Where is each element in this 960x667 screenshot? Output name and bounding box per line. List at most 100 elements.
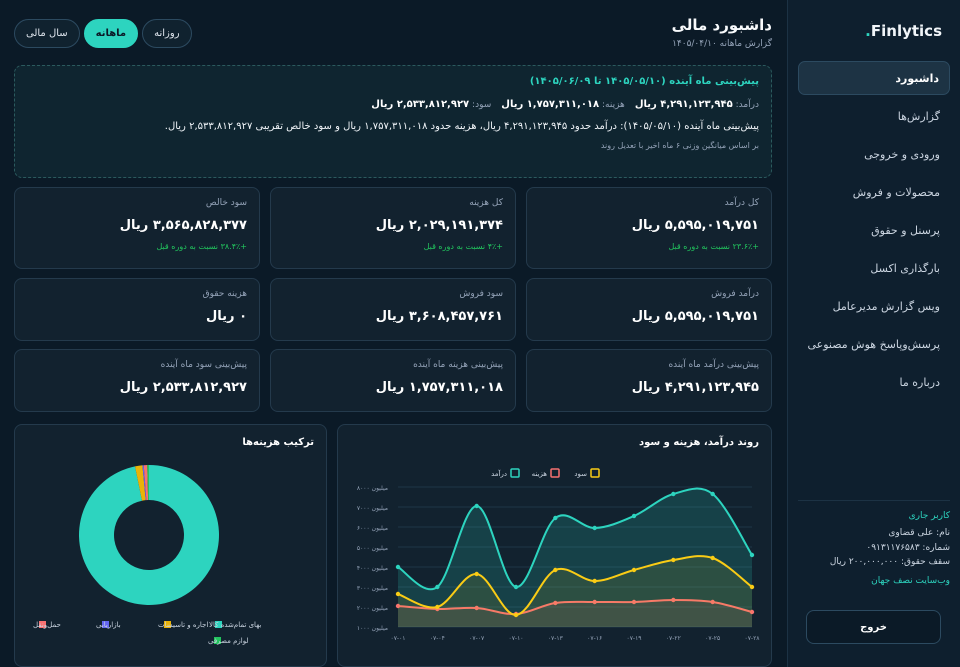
kpi-label: سود فروش: [459, 289, 503, 299]
data-point-income[interactable]: [513, 584, 519, 590]
data-point-profit[interactable]: [749, 584, 755, 590]
data-point-profit[interactable]: [671, 557, 676, 563]
legend-label-shipping[interactable]: حمل‌ونقل: [33, 621, 61, 629]
series-line-income: [397, 487, 753, 591]
kpi-label: کل هزینه: [469, 198, 503, 208]
data-point-income[interactable]: [592, 525, 597, 531]
data-point-income[interactable]: [671, 491, 676, 497]
legend-label-marketing[interactable]: بازاریابی: [96, 621, 121, 629]
legend-label-cost[interactable]: هزینه: [532, 470, 548, 478]
data-point-cost[interactable]: [553, 600, 558, 606]
data-point-profit[interactable]: [710, 555, 715, 561]
sidebar-item-io[interactable]: ورودی و خروجی: [864, 147, 940, 161]
data-point-profit[interactable]: [395, 591, 401, 597]
period-monthly-button[interactable]: ماهانه: [83, 19, 139, 48]
website-link[interactable]: وب‌سایت نصف جهان: [871, 575, 950, 586]
data-point-cost[interactable]: [395, 603, 401, 609]
sidebar-item-ai[interactable]: پرسش‌وپاسخ هوش مصنوعی: [807, 337, 940, 351]
logo-text: Finlytics: [870, 22, 942, 40]
x-tick-label: ۰۷-۱۳: [548, 635, 564, 642]
data-point-income[interactable]: [749, 552, 755, 558]
forecast-cost-value: ۱,۷۵۷,۳۱۱,۰۱۸ ریال: [501, 99, 600, 110]
forecast-profit: سود: ۲,۵۳۳,۸۱۲,۹۲۷ ریال: [371, 99, 491, 110]
legend-swatch-supplies: [214, 637, 221, 644]
kpi-value: ۴,۲۹۱,۱۲۳,۹۴۵ ریال: [631, 380, 759, 395]
legend-label-income[interactable]: درآمد: [491, 469, 507, 478]
x-tick-label: ۰۷-۲۵: [705, 635, 720, 642]
period-fiscal-button[interactable]: سال مالی: [14, 19, 80, 48]
logout-button[interactable]: خروج: [806, 610, 941, 644]
kpi-value: ۲,۵۳۳,۸۱۲,۹۲۷ ریال: [119, 380, 247, 395]
trend-chart[interactable]: ۱۰۰۰ میلیون ۲۰۰۰ میلیون ۳۰۰۰ میلیون ۴۰۰۰ می…: [338, 425, 773, 667]
data-point-cost[interactable]: [474, 605, 479, 611]
data-point-income[interactable]: [474, 503, 479, 509]
data-point-profit[interactable]: [474, 571, 479, 577]
period-switcher: سال مالی ماهانه روزانه: [14, 19, 192, 48]
series-area-cost: [398, 600, 752, 627]
kpi-change: +۴٪ نسبت به دوره قبل: [423, 242, 503, 251]
forecast-heading: پیش‌بینی ماه آینده (۱۴۰۵/۰۵/۱۰ تا ۱۴۰۵/۰…: [529, 76, 759, 87]
data-point-income[interactable]: [435, 584, 440, 590]
kpi-sales-profit: سود فروش ۳,۶۰۸,۴۵۷,۷۶۱ ریال: [270, 278, 516, 341]
slice-supplies[interactable]: [147, 465, 149, 501]
user-phone: شماره: ۰۹۱۳۱۱۷۶۵۸۳: [866, 542, 950, 553]
sidebar-nav: داشبورد گزارش‌ها ورودی و خروجی محصولات و…: [798, 61, 950, 403]
kpi-total-income: کل درآمد ۵,۵۹۵,۰۱۹,۷۵۱ ریال +۲۳.۶٪ نسبت …: [526, 187, 772, 269]
x-tick-label: ۰۷-۱۹: [626, 635, 641, 642]
sidebar-item-reports[interactable]: گزارش‌ها: [897, 109, 940, 123]
data-point-profit[interactable]: [631, 567, 637, 573]
data-point-profit[interactable]: [592, 578, 597, 584]
sidebar-item-voice[interactable]: ویس گزارش مدیرعامل: [832, 299, 940, 313]
data-point-cost[interactable]: [592, 599, 597, 605]
legend-label-rent[interactable]: اجاره و تاسیسات: [158, 621, 208, 629]
trend-chart-title: روند درآمد، هزینه و سود: [638, 437, 759, 448]
slice-rent[interactable]: [135, 465, 146, 501]
user-salary-cap: سقف حقوق: ۲۰۰,۰۰۰,۰۰۰ ریال: [829, 557, 950, 567]
data-point-cost[interactable]: [671, 597, 676, 603]
page-subtitle: گزارش ماهانه ۱۴۰۵/۰۴/۱۰: [672, 39, 772, 49]
kpi-value: ۳,۶۰۸,۴۵۷,۷۶۱ ریال: [375, 309, 503, 324]
data-point-income[interactable]: [631, 513, 637, 519]
cost-mix-panel: ترکیب هزینه‌ها بهای تمام‌شده کالا اجاره و…: [14, 424, 327, 667]
legend-label-cogs[interactable]: بهای تمام‌شده کالا: [209, 621, 261, 629]
sidebar: .Finlytics داشبورد گزارش‌ها ورودی و خروج…: [787, 0, 960, 667]
forecast-income-value: ۴,۲۹۱,۱۲۳,۹۴۵ ریال: [634, 99, 733, 110]
data-point-profit[interactable]: [435, 604, 440, 610]
legend-swatch-income: [510, 468, 520, 478]
slice-marketing[interactable]: [142, 465, 147, 501]
slice-cogs[interactable]: [78, 465, 219, 605]
kpi-value: ۱,۷۵۷,۳۱۱,۰۱۸ ریال: [375, 380, 503, 395]
kpi-label: پیش‌بینی درآمد ماه آینده: [668, 360, 759, 370]
forecast-income: درآمد: ۴,۲۹۱,۱۲۳,۹۴۵ ریال: [635, 99, 759, 110]
kpi-label: سود خالص: [205, 198, 247, 208]
y-tick-label: ۸۰۰۰ میلیون: [357, 485, 388, 492]
sidebar-item-payroll[interactable]: پرسنل و حقوق: [871, 223, 940, 237]
legend-swatch-marketing: [102, 621, 109, 628]
data-point-profit[interactable]: [553, 567, 558, 573]
legend-label-profit[interactable]: سود: [574, 470, 587, 478]
y-tick-label: ۱۰۰۰ میلیون: [357, 625, 388, 632]
data-point-profit[interactable]: [513, 612, 519, 618]
kpi-change: +۲۳.۶٪ نسبت به دوره قبل: [668, 242, 759, 251]
data-point-income[interactable]: [553, 515, 558, 521]
kpi-sales-income: درآمد فروش ۵,۵۹۵,۰۱۹,۷۵۱ ریال: [526, 278, 772, 341]
sidebar-item-excel[interactable]: بارگذاری اکسل: [870, 261, 940, 275]
data-point-income[interactable]: [710, 491, 715, 497]
data-point-income[interactable]: [395, 564, 401, 570]
data-point-cost[interactable]: [710, 599, 715, 605]
kpi-label: کل درآمد: [724, 198, 759, 208]
sidebar-item-about[interactable]: درباره ما: [899, 375, 940, 389]
kpi-value: ۵,۵۹۵,۰۱۹,۷۵۱ ریال: [631, 218, 759, 233]
user-title: کاربر جاری: [908, 511, 950, 521]
kpi-change: +۳۸.۴٪ نسبت به دوره قبل: [156, 242, 247, 251]
data-point-cost[interactable]: [749, 609, 755, 615]
sidebar-item-products[interactable]: محصولات و فروش: [852, 185, 940, 199]
legend-swatch-cost: [550, 468, 560, 478]
data-point-cost[interactable]: [631, 599, 637, 605]
slice-shipping[interactable]: [143, 465, 149, 501]
period-daily-button[interactable]: روزانه: [142, 19, 192, 48]
sidebar-item-dashboard[interactable]: داشبورد: [798, 61, 950, 95]
app-logo[interactable]: .Finlytics: [865, 22, 942, 40]
legend-label-supplies[interactable]: لوازم مصرفی: [208, 637, 249, 645]
